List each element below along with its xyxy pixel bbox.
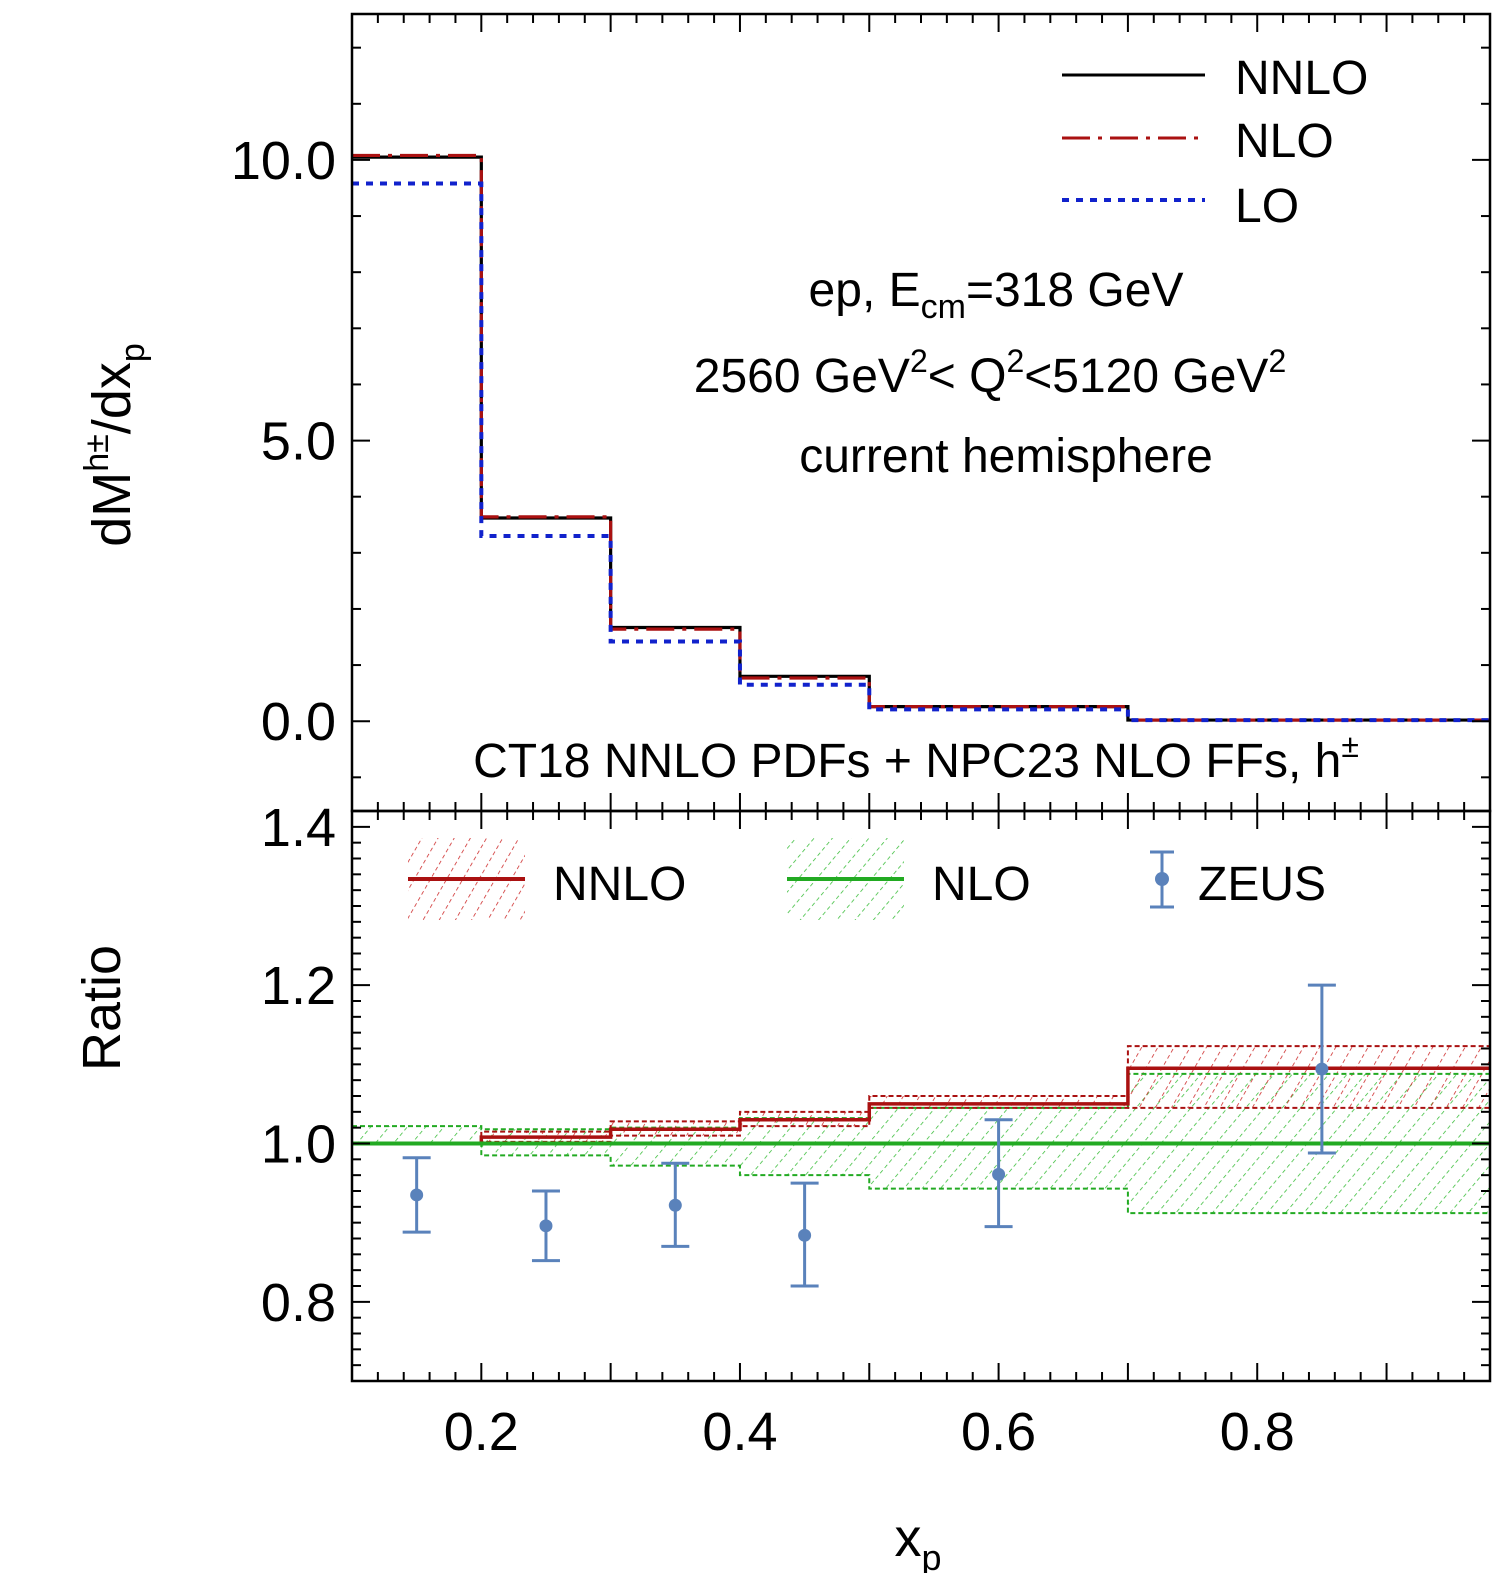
bottom-panel: 0.8 1.0 1.2 1.4 0.2 0.4 0.6 0.8 Ratio xp NNLO N… xyxy=(72,798,1492,1578)
top-y-tick-label: 10.0 xyxy=(231,131,336,191)
xlabel-sub: p xyxy=(921,1537,941,1573)
top-plot-area xyxy=(352,153,1490,723)
bottom-frame xyxy=(350,809,1492,1383)
bottom-plot-area xyxy=(352,983,1490,1288)
annotation-q2-sup1: 2 xyxy=(910,343,928,379)
top-y-axis-title: dMh±/dxp xyxy=(78,343,152,547)
zeus-point-3 xyxy=(661,1161,690,1248)
bottom-y-tick-label: 1.4 xyxy=(261,798,336,858)
x-tick-label: 0.4 xyxy=(702,1402,777,1462)
legend-lo-label: LO xyxy=(1235,180,1299,233)
annotation-process: ep, Ecm=318 GeV xyxy=(809,264,1184,326)
x-tick-label: 0.8 xyxy=(1220,1402,1295,1462)
bottom-ticks: 0.8 1.0 1.2 1.4 0.2 0.4 0.6 0.8 xyxy=(261,798,1491,1462)
x-tick-label: 0.2 xyxy=(444,1402,519,1462)
top-legend: NNLO NLO LO xyxy=(1062,52,1368,233)
top-ylabel-sup: h± xyxy=(78,434,116,472)
nnlo-ratio-line xyxy=(352,1066,1490,1146)
bottom-y-axis-title: Ratio xyxy=(72,945,132,1071)
legend-nnlo-label: NNLO xyxy=(1235,52,1368,105)
xlabel-base: x xyxy=(894,1508,921,1568)
top-panel: 0.0 5.0 10.0 dMh±/dxp NNLO NLO LO ep, Ecm=… xyxy=(78,12,1492,813)
annotation-q2-sup2: 2 xyxy=(1006,343,1024,379)
bottom-y-tick-label: 1.0 xyxy=(261,1115,336,1175)
legend-nlo-label: NLO xyxy=(1235,115,1334,168)
annotation-q2-sup3: 2 xyxy=(1268,343,1286,379)
zeus-point-5 xyxy=(984,1118,1013,1229)
top-ylabel-base: dM xyxy=(82,472,142,547)
annotation-pdf-ff-text: CT18 NNLO PDFs + NPC23 NLO FFs, h xyxy=(473,735,1341,788)
annotation-q2-b: < Q xyxy=(928,350,1007,403)
bottom-y-tick-label: 1.2 xyxy=(261,956,336,1016)
top-ticks: 0.0 5.0 10.0 xyxy=(231,14,1491,811)
annotation-process-post: =318 GeV xyxy=(966,264,1184,317)
annotation-q2-a: 2560 GeV xyxy=(694,350,910,403)
zeus-point-4 xyxy=(790,1181,819,1288)
top-series-lo-line xyxy=(352,181,1490,723)
legend-zeus-label: ZEUS xyxy=(1198,858,1326,911)
top-ylabel-sub: p xyxy=(114,343,152,362)
annotation-process-sub: cm xyxy=(921,288,966,326)
nnlo-band-upper-edge xyxy=(352,1045,1490,1145)
annotation-pdf-ff: CT18 NNLO PDFs + NPC23 NLO FFs, h± xyxy=(473,728,1359,788)
annotation-q2-c: <5120 GeV xyxy=(1024,350,1268,403)
nlo-band-upper-edge xyxy=(352,1072,1490,1131)
annotation-q2-range: 2560 GeV2< Q2<5120 GeV2 xyxy=(694,343,1286,403)
x-tick-label: 0.6 xyxy=(961,1402,1036,1462)
annotation-pdf-ff-sup: ± xyxy=(1341,728,1359,764)
top-ylabel-mid: /dx xyxy=(82,362,142,434)
x-axis-title: xp xyxy=(894,1508,941,1573)
nlo-band-lower-edge xyxy=(352,1142,1490,1215)
zeus-point-6 xyxy=(1307,983,1336,1155)
zeus-point-2 xyxy=(531,1189,560,1263)
bottom-legend: NNLO NLO ZEUS xyxy=(408,838,1326,920)
top-y-tick-label: 5.0 xyxy=(261,412,336,472)
legend-ratio-nnlo-label: NNLO xyxy=(553,858,686,911)
legend-ratio-nlo-label: NLO xyxy=(932,858,1031,911)
legend-zeus-marker xyxy=(1150,850,1174,909)
zeus-point-1 xyxy=(402,1156,431,1234)
bottom-y-tick-label: 0.8 xyxy=(261,1273,336,1333)
top-y-tick-label: 0.0 xyxy=(261,692,336,752)
annotation-hemisphere: current hemisphere xyxy=(799,430,1213,483)
nnlo-band-fill xyxy=(352,1046,1490,1144)
annotation-process-pre: ep, E xyxy=(809,264,921,317)
